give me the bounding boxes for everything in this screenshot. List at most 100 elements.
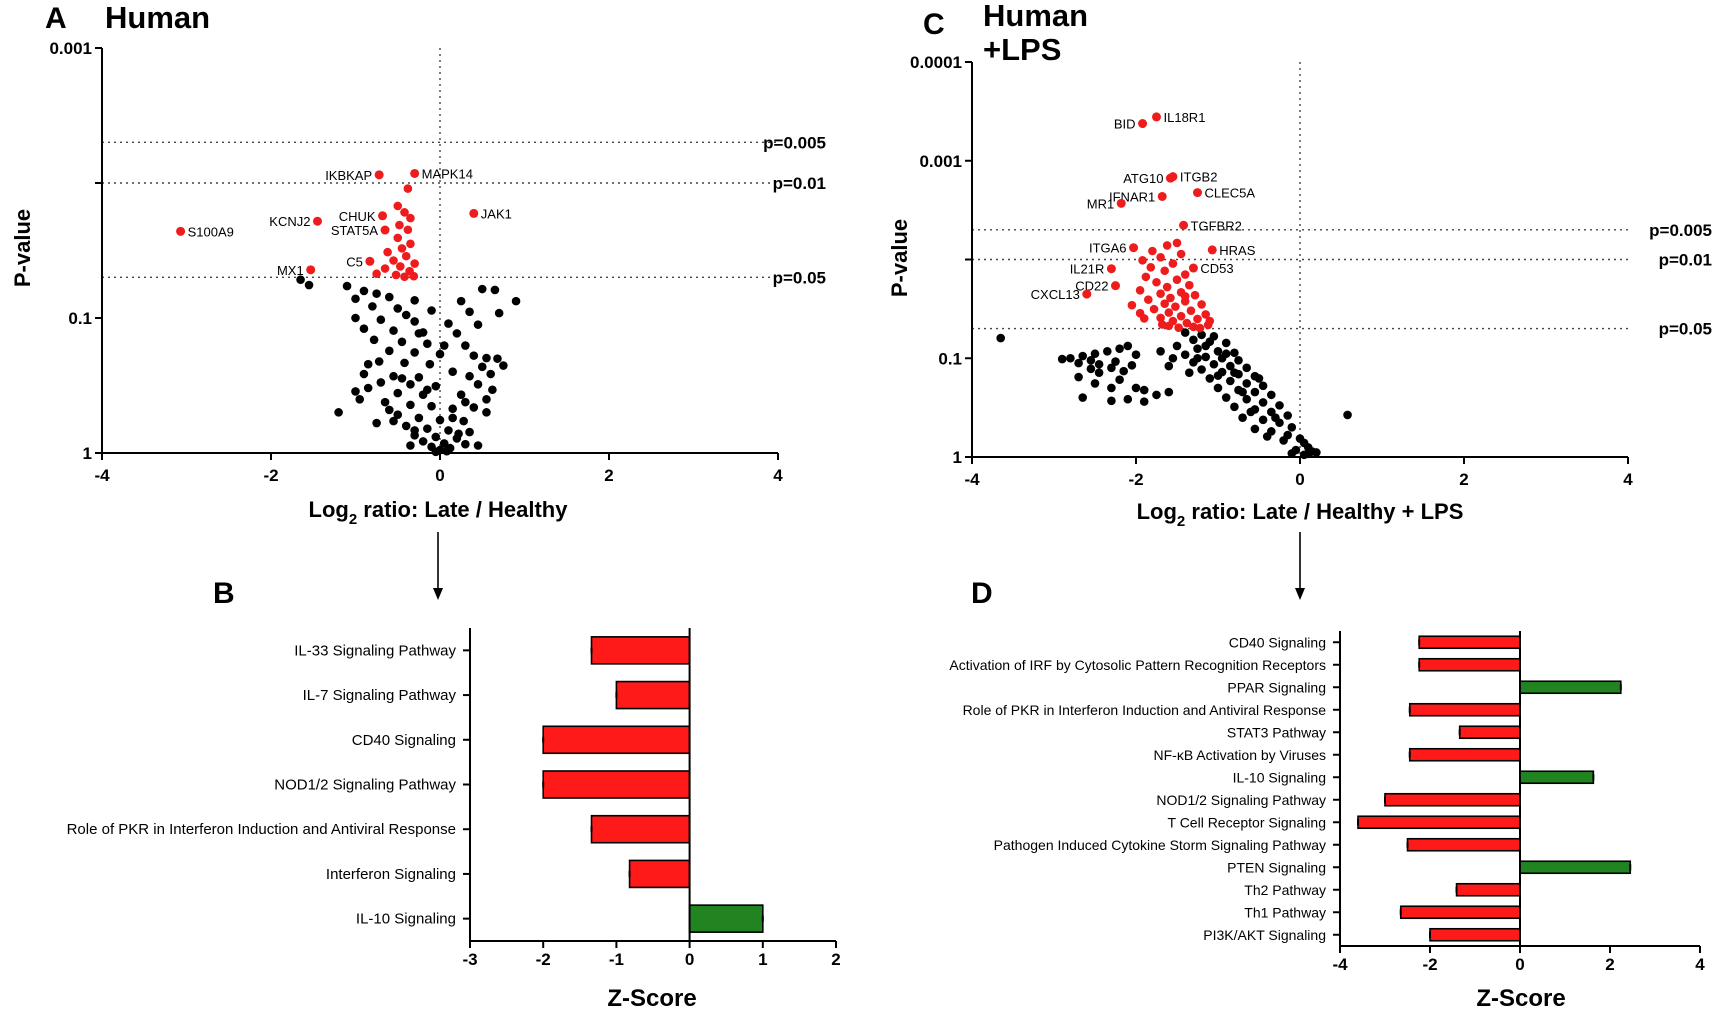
plot-c-point-nonsig [1189, 335, 1198, 345]
plot-c-point-nonsig [1078, 393, 1087, 402]
plot-a-point-sig [410, 259, 419, 268]
plot-c-point-nonsig [1250, 424, 1260, 434]
plot-c-point-nonsig [1226, 376, 1235, 386]
plot-c-point-sig [1186, 306, 1196, 316]
plot-c-x-tick-label: 4 [1623, 470, 1633, 489]
plot-c-threshold-label-0: p=0.005 [1649, 221, 1712, 240]
plot-a-x-tick-label: 4 [773, 466, 783, 485]
plot-a-point-nonsig [465, 427, 474, 437]
plot-a-point-nonsig [473, 320, 483, 329]
plot-c-point-sig [1135, 285, 1145, 295]
plot-a-point-nonsig [385, 292, 394, 302]
plot-c-point-hras [1207, 245, 1217, 255]
plot-a-point-nonsig [431, 447, 441, 457]
plot-b-category-label: NOD1/2 Signaling Pathway [274, 777, 456, 794]
plot-c-point-nonsig [1234, 356, 1243, 365]
plot-c-point-nonsig [1193, 344, 1202, 353]
plot-b-x-tick-label: -2 [536, 950, 551, 969]
plot-a-point-nonsig [389, 371, 398, 381]
plot-a-point-nonsig [456, 296, 466, 306]
plot-a-point-nonsig [482, 394, 491, 404]
plot-a-point-sig [403, 225, 413, 235]
plot-a-point-nonsig [469, 351, 479, 360]
plot-a-point-nonsig [342, 281, 352, 291]
plot-c-point-sig [1195, 323, 1205, 333]
plot-c-gene-label-ifnar1: IFNAR1 [1109, 189, 1155, 204]
plot-c-point-nonsig [1066, 353, 1075, 363]
plot-c-point-nonsig [1115, 344, 1124, 353]
plot-a-point-sig [391, 270, 401, 280]
plot-a-point-nonsig [461, 397, 470, 407]
plot-d-category-label: Activation of IRF by Cytosolic Pattern R… [949, 657, 1326, 673]
plot-c-point-sig [1138, 256, 1147, 265]
plot-c-point-sig [1152, 277, 1161, 287]
plot-c-gene-label-itga6: ITGA6 [1089, 241, 1127, 256]
plot-c-threshold-label-2: p=0.05 [1659, 320, 1712, 339]
plot-c-point-sig [1176, 311, 1186, 321]
plot-d-bar [1399, 905, 1521, 920]
plot-c-threshold-label-1: p=0.01 [1659, 251, 1712, 270]
plot-d-bar [1429, 927, 1521, 942]
plot-a-point-nonsig [401, 421, 411, 431]
plot-c-point-clec5a [1193, 188, 1202, 198]
plot-c-point-nonsig [1180, 350, 1190, 359]
plot-c-point-mr1 [1116, 198, 1126, 208]
plot-b-category-label: IL-7 Signaling Pathway [303, 687, 457, 704]
plot-c-point-sig [1141, 272, 1151, 282]
plot-b-bar [615, 680, 691, 710]
plot-a-point-nonsig [477, 284, 487, 294]
plot-a-point-nonsig [465, 307, 474, 317]
plot-a-point-nonsig [461, 439, 470, 449]
plot-c-point-nonsig [1086, 356, 1096, 365]
plot-a-point-nonsig [410, 317, 419, 326]
plot-c-x-tick-label: 0 [1295, 470, 1304, 489]
plot-d-bar [1418, 635, 1521, 650]
plot-a-point-nonsig [486, 369, 496, 379]
plot-c-point-nonsig [1103, 346, 1112, 356]
plot-c-point-sig [1190, 290, 1200, 300]
plot-a-point-sig [380, 264, 390, 273]
plot-a-threshold-label-0: p=0.005 [763, 133, 826, 152]
plot-a-point-sig [400, 272, 409, 282]
plot-d-category-label: STAT3 Pathway [1227, 724, 1326, 740]
plot-c-point-sig [1148, 246, 1157, 256]
plot-a-gene-label-ikbkap: IKBKAP [325, 168, 372, 183]
plot-c-point-nonsig [1074, 358, 1083, 368]
plot-c-point-nonsig [996, 333, 1005, 343]
plot-c-point-nonsig [1123, 341, 1133, 351]
plot-c-point-sig [1171, 302, 1180, 311]
plot-c-point-nonsig [1213, 371, 1223, 380]
plot-a-point-nonsig [499, 361, 508, 370]
plot-c-point-cd22 [1111, 281, 1120, 291]
plot-a-point-sig [403, 184, 413, 193]
plot-a-point-nonsig [389, 416, 398, 426]
plot-b-x-tick-label: 2 [831, 950, 840, 969]
plot-c-point-sig [1189, 322, 1198, 332]
plot-c-point-nonsig [1258, 415, 1268, 425]
plot-a-point-nonsig [397, 337, 407, 347]
plot-d-category-label: PI3K/AKT Signaling [1203, 927, 1326, 943]
plot-d-bar [1357, 815, 1521, 830]
plot-c-point-nonsig [1201, 352, 1210, 362]
plot-a-point-nonsig [448, 413, 457, 423]
plot-a-point-s100a9 [176, 226, 186, 236]
plot-a-y-tick-label: 1 [83, 444, 92, 463]
plot-b-bar [628, 859, 691, 889]
plot-c-x-tick-label: -2 [1128, 470, 1143, 489]
plot-a-point-nonsig [334, 408, 343, 417]
plot-c-point-sig [1162, 241, 1172, 250]
plot-c-point-nonsig [1094, 359, 1104, 369]
plot-c-point-sig [1185, 280, 1194, 290]
plot-c-point-sig [1157, 320, 1167, 329]
plot-c-point-nonsig [1164, 387, 1174, 397]
plot-a-x-tick-label: -2 [263, 466, 278, 485]
plot-d-x-tick-label: -4 [1332, 955, 1348, 974]
plot-a-point-nonsig [363, 383, 373, 393]
plot-c-point-nonsig [1242, 363, 1251, 373]
plot-a-point-nonsig [351, 294, 360, 304]
plot-b-category-label: Role of PKR in Interferon Induction and … [67, 821, 456, 838]
plot-a-point-sig [406, 213, 415, 223]
plot-d-bar [1408, 702, 1521, 717]
plot-c-x-axis-label: Log2 ratio: Late / Healthy + LPS [1137, 499, 1464, 530]
plot-a-point-nonsig [296, 275, 305, 284]
